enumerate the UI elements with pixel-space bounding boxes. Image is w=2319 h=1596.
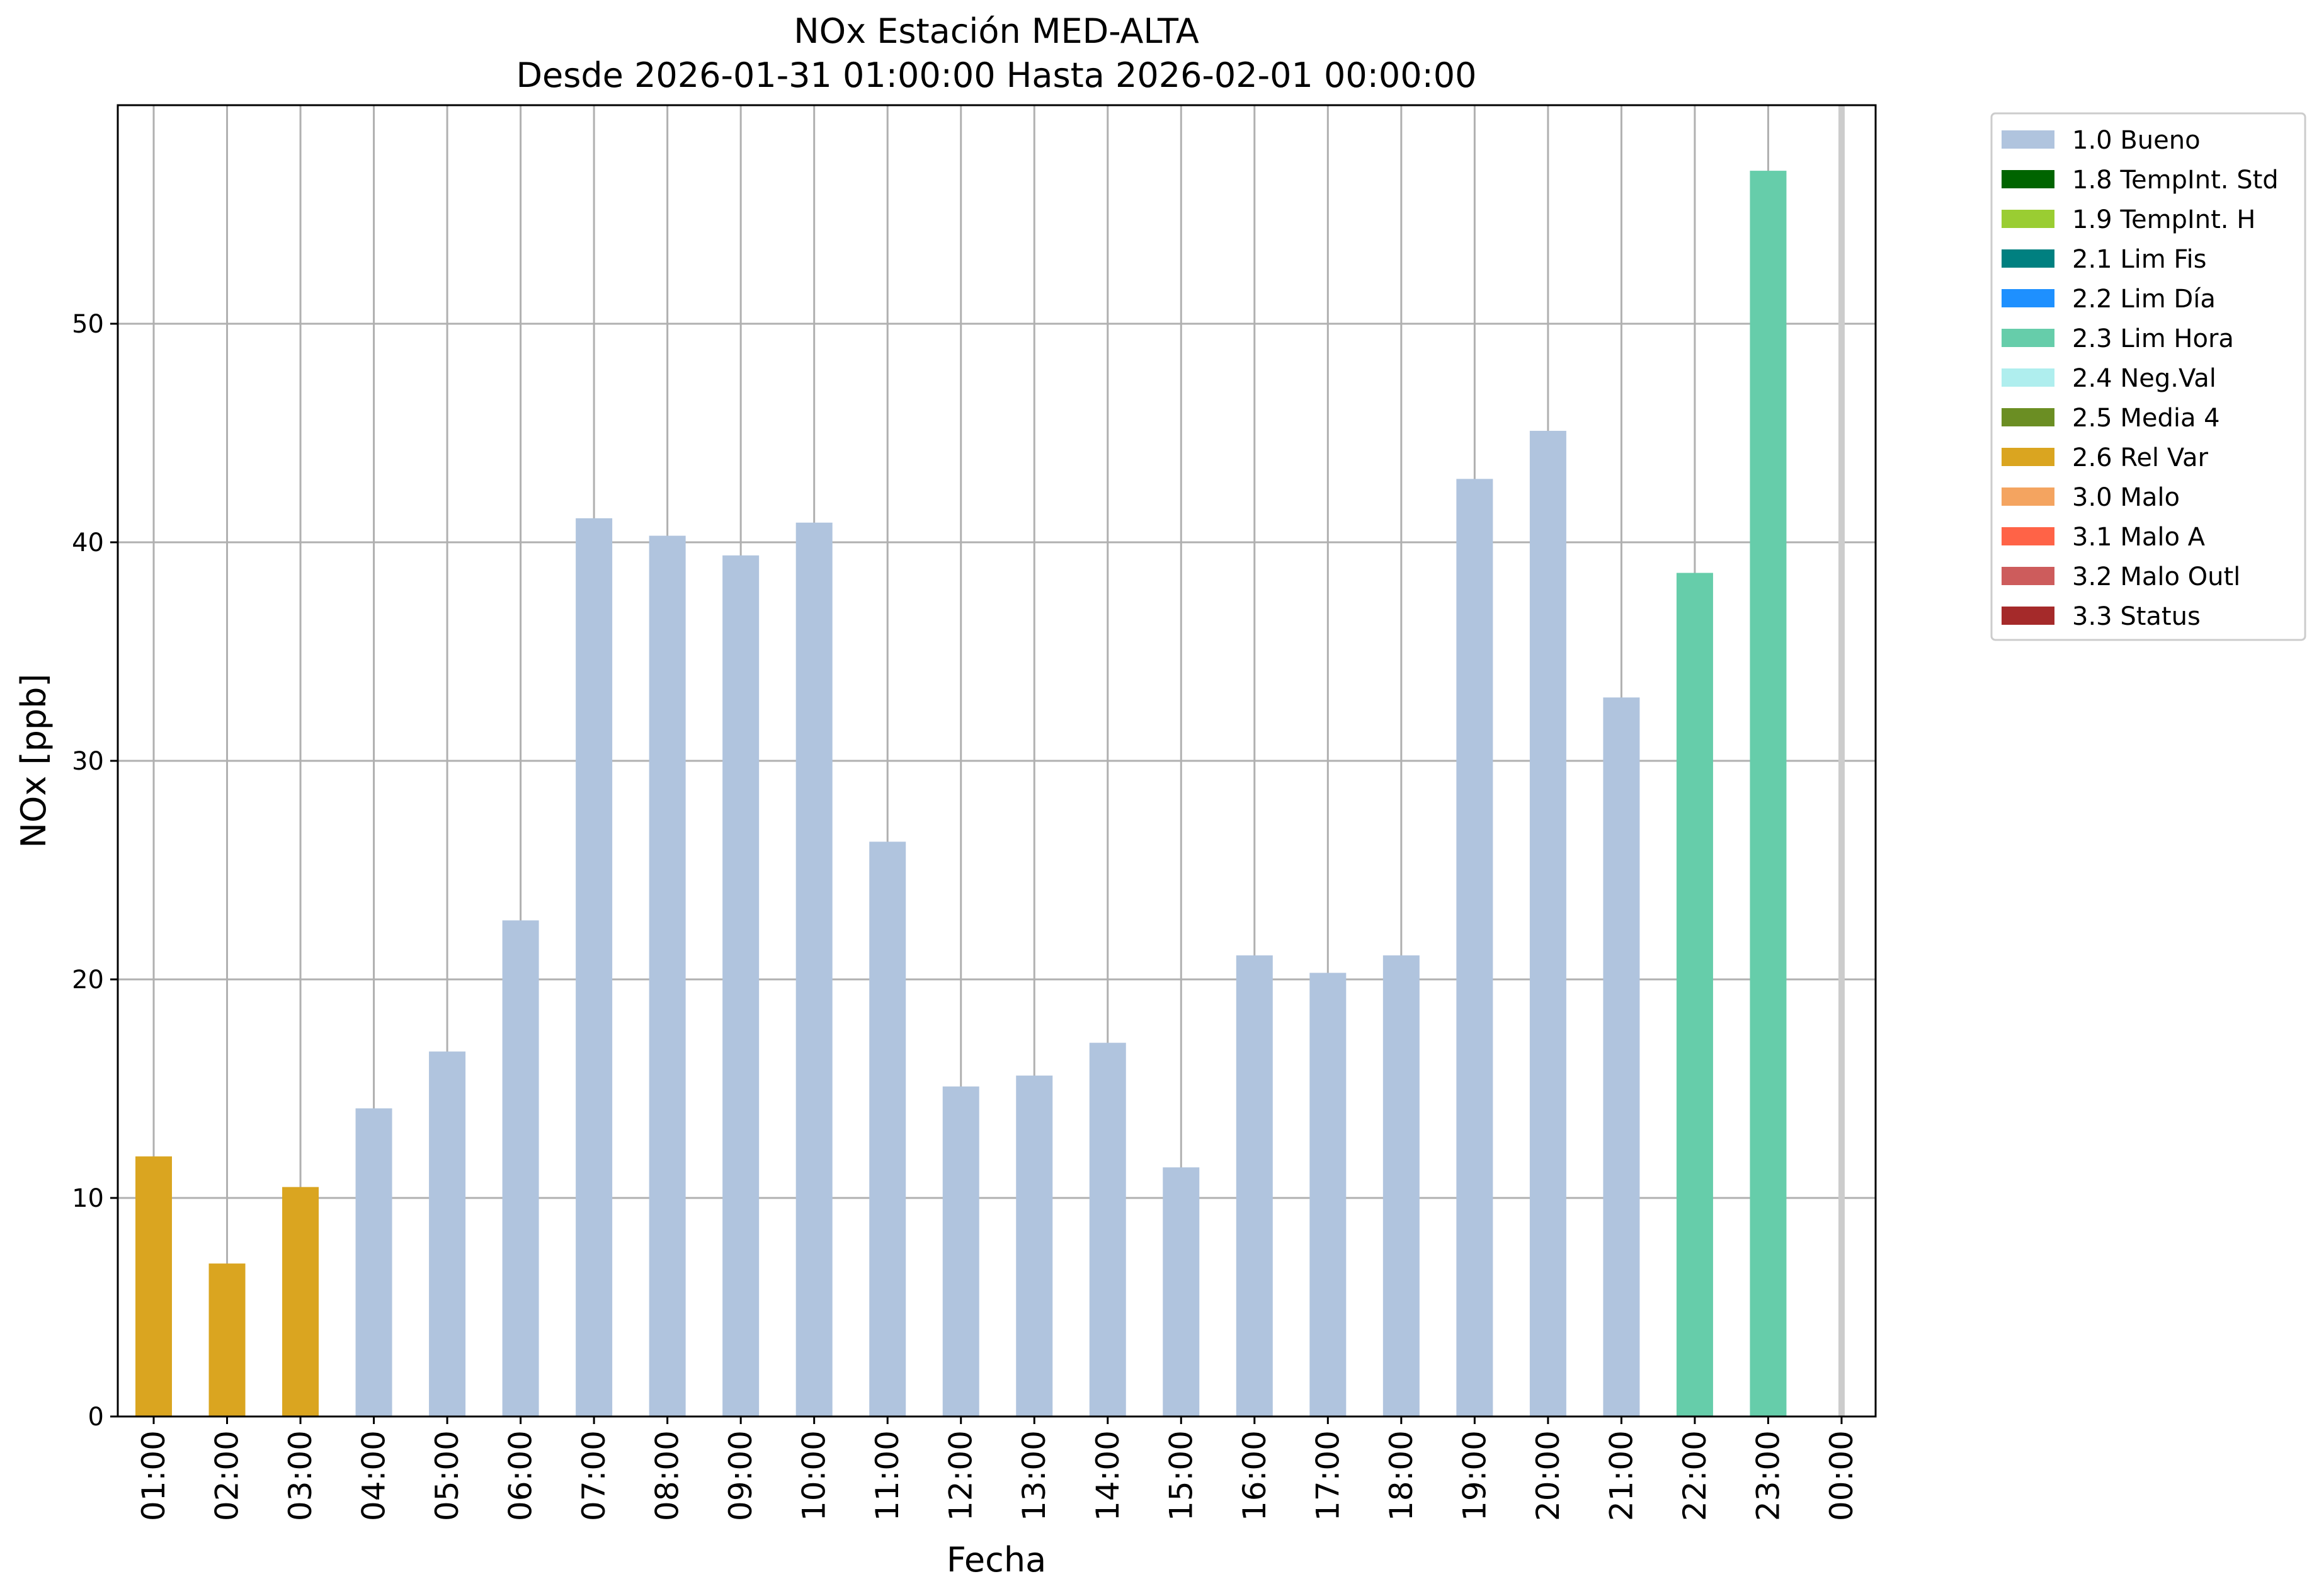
bar-11:00: [869, 841, 906, 1416]
bar-15:00: [1163, 1167, 1200, 1416]
y-axis-label: NOx [ppb]: [14, 674, 54, 848]
x-tick-label: 00:00: [1823, 1430, 1860, 1521]
bar-23:00: [1750, 171, 1787, 1417]
x-tick-label: 15:00: [1163, 1430, 1199, 1521]
legend-swatch: [2002, 170, 2054, 188]
bars: [135, 105, 1845, 1417]
legend-label: 3.2 Malo Outl: [2072, 562, 2240, 591]
y-tick-label: 10: [72, 1184, 104, 1213]
bar-01:00: [135, 1156, 172, 1416]
plot-frame: [117, 104, 1877, 1418]
chart-subtitle: Desde 2026-01-31 01:00:00 Hasta 2026-02-…: [516, 55, 1476, 95]
bar-06:00: [502, 920, 539, 1416]
bar-05:00: [429, 1051, 466, 1416]
bar-22:00: [1676, 573, 1713, 1416]
legend-swatch: [2002, 368, 2054, 387]
bar-04:00: [355, 1108, 392, 1416]
legend-swatch: [2002, 408, 2054, 426]
x-tick-label: 06:00: [503, 1430, 539, 1521]
legend-swatch: [2002, 329, 2054, 347]
bar-20:00: [1529, 431, 1566, 1416]
legend-label: 1.0 Bueno: [2072, 126, 2201, 155]
legend-label: 3.3 Status: [2072, 602, 2201, 631]
legend-swatch: [2002, 607, 2054, 625]
x-tick-label: 20:00: [1530, 1430, 1566, 1521]
bar-21:00: [1603, 697, 1640, 1416]
bar-12:00: [942, 1086, 979, 1416]
x-tick-label: 07:00: [576, 1430, 612, 1521]
bar-17:00: [1309, 972, 1347, 1416]
x-tick-label: 17:00: [1309, 1430, 1346, 1521]
legend-swatch: [2002, 210, 2054, 228]
x-tick-label: 08:00: [649, 1430, 686, 1521]
legend-swatch: [2002, 527, 2054, 545]
y-tick-label: 50: [72, 310, 104, 339]
x-tick-label: 14:00: [1090, 1430, 1126, 1521]
chart-title: NOx Estación MED-ALTA: [794, 11, 1199, 51]
legend-label: 2.6 Rel Var: [2072, 443, 2209, 472]
x-tick-label: 01:00: [135, 1430, 172, 1521]
y-tick-label: 20: [72, 966, 104, 995]
y-tick-label: 30: [72, 747, 104, 776]
legend-label: 1.9 TempInt. H: [2072, 205, 2255, 234]
x-tick-label: 21:00: [1603, 1430, 1639, 1521]
x-tick-label: 22:00: [1677, 1430, 1713, 1521]
x-tick-label: 19:00: [1456, 1430, 1493, 1521]
x-tick-label: 02:00: [209, 1430, 246, 1521]
x-axis: 01:00 02:00 03:00 04:00 05:00 06:00 07:00 08:00…: [135, 1416, 1860, 1521]
x-tick-label: 09:00: [722, 1430, 759, 1521]
x-tick-label: 04:00: [356, 1430, 392, 1521]
legend-label: 2.5 Media 4: [2072, 404, 2220, 433]
legend-label: 3.0 Malo: [2072, 483, 2180, 512]
y-axis: 0 10 20 30 40 50: [72, 310, 118, 1432]
legend-label: 2.3 Lim Hora: [2072, 324, 2234, 353]
legend-swatch: [2002, 289, 2054, 307]
legend-label: 1.8 TempInt. Std: [2072, 166, 2279, 195]
bar-18:00: [1382, 955, 1420, 1416]
legend-swatch: [2002, 487, 2054, 506]
bar-07:00: [576, 518, 613, 1416]
x-tick-label: 11:00: [869, 1430, 906, 1521]
bar-00:00-empty: [1838, 105, 1845, 1416]
x-tick-label: 23:00: [1750, 1430, 1786, 1521]
legend-frame: [1990, 112, 2306, 641]
legend-label: 2.1 Lim Fis: [2072, 245, 2206, 274]
x-tick-label: 12:00: [943, 1430, 979, 1521]
y-tick-label: 0: [88, 1403, 104, 1432]
x-tick-label: 03:00: [282, 1430, 319, 1521]
x-axis-label: Fecha: [947, 1540, 1046, 1580]
x-tick-label: 18:00: [1383, 1430, 1420, 1521]
x-tick-label: 05:00: [429, 1430, 465, 1521]
bar-08:00: [649, 535, 686, 1416]
bar-13:00: [1016, 1075, 1053, 1416]
bar-02:00: [208, 1263, 246, 1416]
bar-16:00: [1236, 955, 1273, 1416]
legend-swatch: [2002, 448, 2054, 466]
legend-swatch: [2002, 249, 2054, 268]
bar-03:00: [282, 1187, 319, 1416]
x-tick-label: 16:00: [1236, 1430, 1273, 1521]
y-tick-label: 40: [72, 528, 104, 557]
x-tick-label: 10:00: [796, 1430, 833, 1521]
legend-label: 2.4 Neg.Val: [2072, 364, 2216, 393]
legend: 1.0 Bueno 1.8 TempInt. Std 1.9 TempInt. H 2…: [1990, 112, 2306, 641]
legend-label: 3.1 Malo A: [2072, 523, 2206, 552]
bar-09:00: [722, 555, 760, 1416]
bar-10:00: [795, 522, 833, 1416]
legend-swatch: [2002, 130, 2054, 149]
bar-19:00: [1456, 479, 1493, 1416]
legend-label: 2.2 Lim Día: [2072, 285, 2216, 314]
bar-14:00: [1089, 1042, 1126, 1416]
x-tick-label: 13:00: [1016, 1430, 1052, 1521]
legend-swatch: [2002, 567, 2054, 585]
